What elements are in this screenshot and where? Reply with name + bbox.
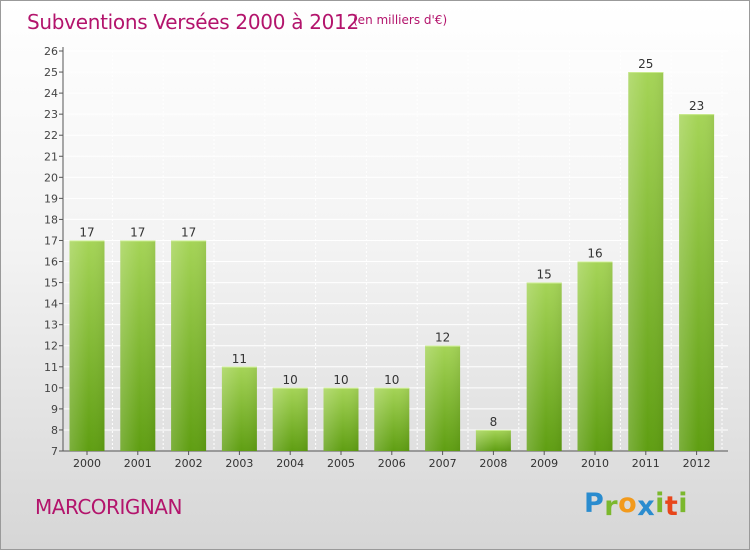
data-label-2007: 12 xyxy=(435,331,450,345)
y-tick-label: 24 xyxy=(44,87,58,100)
data-label-2001: 17 xyxy=(130,225,145,239)
y-tick-label: 25 xyxy=(44,66,58,79)
data-label-2004: 10 xyxy=(283,373,298,387)
data-label-2005: 10 xyxy=(333,373,348,387)
data-label-2011: 25 xyxy=(638,57,653,71)
x-tick-label-2003: 2003 xyxy=(225,457,253,470)
logo-letter: x xyxy=(637,491,656,522)
chart-unit-note: (en milliers d'€) xyxy=(353,13,448,27)
x-tick-label-2006: 2006 xyxy=(378,457,406,470)
y-tick-label: 18 xyxy=(44,213,58,226)
y-tick-label: 12 xyxy=(44,340,58,353)
bar-sheen xyxy=(221,366,257,451)
y-tick-label: 21 xyxy=(44,150,58,163)
x-tick-label-2009: 2009 xyxy=(530,457,558,470)
x-tick-label-2005: 2005 xyxy=(327,457,355,470)
y-tick-label: 19 xyxy=(44,192,58,205)
commune-name: MARCORIGNAN xyxy=(35,495,182,519)
bars xyxy=(69,72,715,451)
y-tick-label: 16 xyxy=(44,256,58,269)
data-label-2006: 10 xyxy=(384,373,399,387)
bar-sheen xyxy=(577,261,613,451)
y-tick-label: 15 xyxy=(44,277,58,290)
y-tick-label: 13 xyxy=(44,319,58,332)
labels: 17 2000 17 2001 17 2002 11 2003 10 2004 10 2005 10 20… xyxy=(73,57,711,470)
bar-sheen xyxy=(69,240,105,451)
logo-letter: P xyxy=(584,488,605,519)
data-label-2000: 17 xyxy=(79,225,94,239)
y-tick-label: 14 xyxy=(44,298,58,311)
chart-title: Subventions Versées 2000 à 2012 xyxy=(27,10,359,34)
x-tick-label-2012: 2012 xyxy=(683,457,711,470)
data-label-2008: 8 xyxy=(490,415,498,429)
y-tick-label: 26 xyxy=(44,45,58,58)
bar-sheen xyxy=(475,429,511,451)
x-tick-label-2011: 2011 xyxy=(632,457,660,470)
y-tick-label: 23 xyxy=(44,108,58,121)
y-tick-label: 7 xyxy=(51,445,58,458)
bar-sheen xyxy=(526,282,562,451)
bar-sheen xyxy=(628,72,664,451)
y-tick-label: 11 xyxy=(44,361,58,374)
y-tick-label: 22 xyxy=(44,129,58,142)
data-label-2012: 23 xyxy=(689,99,704,113)
bar-sheen xyxy=(425,345,461,451)
logo-letter: t xyxy=(664,491,679,522)
logo-letter: r xyxy=(604,491,619,522)
y-tick-label: 20 xyxy=(44,171,58,184)
y-tick-label: 10 xyxy=(44,382,58,395)
data-label-2003: 11 xyxy=(232,352,247,366)
x-tick-label-2007: 2007 xyxy=(429,457,457,470)
data-label-2009: 15 xyxy=(537,268,552,282)
data-label-2002: 17 xyxy=(181,225,196,239)
bar-sheen xyxy=(272,387,308,451)
x-tick-label-2002: 2002 xyxy=(175,457,203,470)
logo-letter: o xyxy=(618,488,638,519)
data-label-2010: 16 xyxy=(587,247,602,261)
logo-letter: i xyxy=(655,488,665,519)
x-tick-label-2001: 2001 xyxy=(124,457,152,470)
y-tick-label: 17 xyxy=(44,234,58,247)
x-tick-label-2004: 2004 xyxy=(276,457,304,470)
bar-sheen xyxy=(120,240,156,451)
bar-sheen xyxy=(323,387,359,451)
logo-letter: i xyxy=(678,488,689,519)
y-tick-label: 8 xyxy=(51,424,58,437)
bar-sheen xyxy=(171,240,207,451)
x-tick-label-2010: 2010 xyxy=(581,457,609,470)
x-tick-label-2000: 2000 xyxy=(73,457,101,470)
bar-sheen xyxy=(374,387,410,451)
x-tick-label-2008: 2008 xyxy=(479,457,507,470)
bar-sheen xyxy=(679,114,715,451)
proxiti-logo: Proxiti xyxy=(584,488,689,522)
y-tick-label: 9 xyxy=(51,403,58,416)
